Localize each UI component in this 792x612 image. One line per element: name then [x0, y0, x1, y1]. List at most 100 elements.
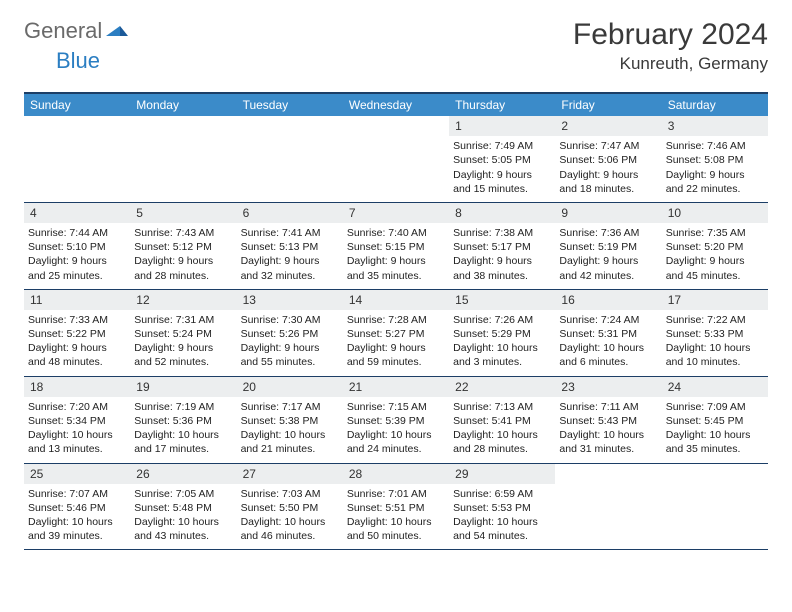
- daylight-line: Daylight: 10 hours and 39 minutes.: [28, 515, 126, 543]
- sunrise-line: Sunrise: 7:05 AM: [134, 487, 232, 501]
- daylight-line: Daylight: 10 hours and 10 minutes.: [666, 341, 764, 369]
- sunrise-line: Sunrise: 7:20 AM: [28, 400, 126, 414]
- sunset-line: Sunset: 5:26 PM: [241, 327, 339, 341]
- day-number: 5: [130, 203, 236, 223]
- calendar-cell: [662, 464, 768, 550]
- day-number: 17: [662, 290, 768, 310]
- daylight-line: Daylight: 9 hours and 59 minutes.: [347, 341, 445, 369]
- day-number: 24: [662, 377, 768, 397]
- calendar-cell: 1Sunrise: 7:49 AMSunset: 5:05 PMDaylight…: [449, 116, 555, 202]
- dow-sunday: Sunday: [24, 94, 130, 116]
- sunrise-line: Sunrise: 7:40 AM: [347, 226, 445, 240]
- calendar-cell: 11Sunrise: 7:33 AMSunset: 5:22 PMDayligh…: [24, 290, 130, 376]
- calendar-cell: 23Sunrise: 7:11 AMSunset: 5:43 PMDayligh…: [555, 377, 661, 463]
- sunrise-line: Sunrise: 7:15 AM: [347, 400, 445, 414]
- calendar: Sunday Monday Tuesday Wednesday Thursday…: [24, 92, 768, 550]
- sunset-line: Sunset: 5:34 PM: [28, 414, 126, 428]
- day-number: 27: [237, 464, 343, 484]
- daylight-line: Daylight: 9 hours and 55 minutes.: [241, 341, 339, 369]
- calendar-cell: 15Sunrise: 7:26 AMSunset: 5:29 PMDayligh…: [449, 290, 555, 376]
- sunset-line: Sunset: 5:45 PM: [666, 414, 764, 428]
- daylight-line: Daylight: 9 hours and 28 minutes.: [134, 254, 232, 282]
- calendar-cell: 19Sunrise: 7:19 AMSunset: 5:36 PMDayligh…: [130, 377, 236, 463]
- day-number: 20: [237, 377, 343, 397]
- day-number: 19: [130, 377, 236, 397]
- day-number: 26: [130, 464, 236, 484]
- sunset-line: Sunset: 5:12 PM: [134, 240, 232, 254]
- day-number: 10: [662, 203, 768, 223]
- calendar-cell: 5 Sunrise: 7:43 AMSunset: 5:12 PMDaylight…: [130, 203, 236, 289]
- location: Kunreuth, Germany: [573, 54, 768, 74]
- sunrise-line: Sunrise: 7:31 AM: [134, 313, 232, 327]
- sunrise-line: Sunrise: 7:30 AM: [241, 313, 339, 327]
- sunset-line: Sunset: 5:10 PM: [28, 240, 126, 254]
- sunset-line: Sunset: 5:43 PM: [559, 414, 657, 428]
- sunset-line: Sunset: 5:29 PM: [453, 327, 551, 341]
- sunrise-line: Sunrise: 7:01 AM: [347, 487, 445, 501]
- calendar-cell: 28 Sunrise: 7:01 AMSunset: 5:51 PMDayligh…: [343, 464, 449, 550]
- sunrise-line: Sunrise: 7:19 AM: [134, 400, 232, 414]
- calendar-cell: 13Sunrise: 7:30 AMSunset: 5:26 PMDayligh…: [237, 290, 343, 376]
- sunset-line: Sunset: 5:48 PM: [134, 501, 232, 515]
- day-number: 7: [343, 203, 449, 223]
- sunset-line: Sunset: 5:41 PM: [453, 414, 551, 428]
- daylight-line: Daylight: 9 hours and 52 minutes.: [134, 341, 232, 369]
- daylight-line: Daylight: 10 hours and 13 minutes.: [28, 428, 126, 456]
- daylight-line: Daylight: 10 hours and 31 minutes.: [559, 428, 657, 456]
- day-number: 25: [24, 464, 130, 484]
- daylight-line: Daylight: 9 hours and 42 minutes.: [559, 254, 657, 282]
- sunrise-line: Sunrise: 7:43 AM: [134, 226, 232, 240]
- sunset-line: Sunset: 5:38 PM: [241, 414, 339, 428]
- sunset-line: Sunset: 5:33 PM: [666, 327, 764, 341]
- logo-text-general: General: [24, 18, 102, 44]
- month-title: February 2024: [573, 18, 768, 52]
- daylight-line: Daylight: 9 hours and 25 minutes.: [28, 254, 126, 282]
- logo-text-blue: Blue: [56, 48, 100, 74]
- day-number: 16: [555, 290, 661, 310]
- calendar-cell: 27Sunrise: 7:03 AMSunset: 5:50 PMDayligh…: [237, 464, 343, 550]
- daylight-line: Daylight: 9 hours and 48 minutes.: [28, 341, 126, 369]
- sunrise-line: Sunrise: 7:46 AM: [666, 139, 764, 153]
- dow-friday: Friday: [555, 94, 661, 116]
- calendar-cell: [130, 116, 236, 202]
- day-number: 12: [130, 290, 236, 310]
- sunset-line: Sunset: 5:15 PM: [347, 240, 445, 254]
- sunset-line: Sunset: 5:13 PM: [241, 240, 339, 254]
- day-number: 18: [24, 377, 130, 397]
- sunset-line: Sunset: 5:31 PM: [559, 327, 657, 341]
- calendar-cell: [24, 116, 130, 202]
- day-number: 9: [555, 203, 661, 223]
- sunset-line: Sunset: 5:05 PM: [453, 153, 551, 167]
- calendar-cell: 29Sunrise: 6:59 AMSunset: 5:53 PMDayligh…: [449, 464, 555, 550]
- dow-row: Sunday Monday Tuesday Wednesday Thursday…: [24, 94, 768, 116]
- sunset-line: Sunset: 5:08 PM: [666, 153, 764, 167]
- sunrise-line: Sunrise: 7:22 AM: [666, 313, 764, 327]
- calendar-week: 4Sunrise: 7:44 AMSunset: 5:10 PMDaylight…: [24, 203, 768, 290]
- daylight-line: Daylight: 10 hours and 3 minutes.: [453, 341, 551, 369]
- sunrise-line: Sunrise: 7:11 AM: [559, 400, 657, 414]
- daylight-line: Daylight: 10 hours and 35 minutes.: [666, 428, 764, 456]
- daylight-line: Daylight: 10 hours and 50 minutes.: [347, 515, 445, 543]
- calendar-cell: 10Sunrise: 7:35 AMSunset: 5:20 PMDayligh…: [662, 203, 768, 289]
- day-number: 14: [343, 290, 449, 310]
- calendar-week: 25Sunrise: 7:07 AMSunset: 5:46 PMDayligh…: [24, 464, 768, 551]
- daylight-line: Daylight: 9 hours and 35 minutes.: [347, 254, 445, 282]
- day-number: 29: [449, 464, 555, 484]
- dow-wednesday: Wednesday: [343, 94, 449, 116]
- sunrise-line: Sunrise: 7:36 AM: [559, 226, 657, 240]
- sunrise-line: Sunrise: 7:33 AM: [28, 313, 126, 327]
- dow-tuesday: Tuesday: [237, 94, 343, 116]
- daylight-line: Daylight: 10 hours and 28 minutes.: [453, 428, 551, 456]
- sunrise-line: Sunrise: 7:35 AM: [666, 226, 764, 240]
- sunrise-line: Sunrise: 7:47 AM: [559, 139, 657, 153]
- day-number: 3: [662, 116, 768, 136]
- day-number: 1: [449, 116, 555, 136]
- calendar-cell: [237, 116, 343, 202]
- sunset-line: Sunset: 5:20 PM: [666, 240, 764, 254]
- sunset-line: Sunset: 5:51 PM: [347, 501, 445, 515]
- calendar-cell: 17 Sunrise: 7:22 AMSunset: 5:33 PMDayligh…: [662, 290, 768, 376]
- day-number: 11: [24, 290, 130, 310]
- calendar-cell: 18 Sunrise: 7:20 AMSunset: 5:34 PMDayligh…: [24, 377, 130, 463]
- day-number: 28: [343, 464, 449, 484]
- calendar-cell: [343, 116, 449, 202]
